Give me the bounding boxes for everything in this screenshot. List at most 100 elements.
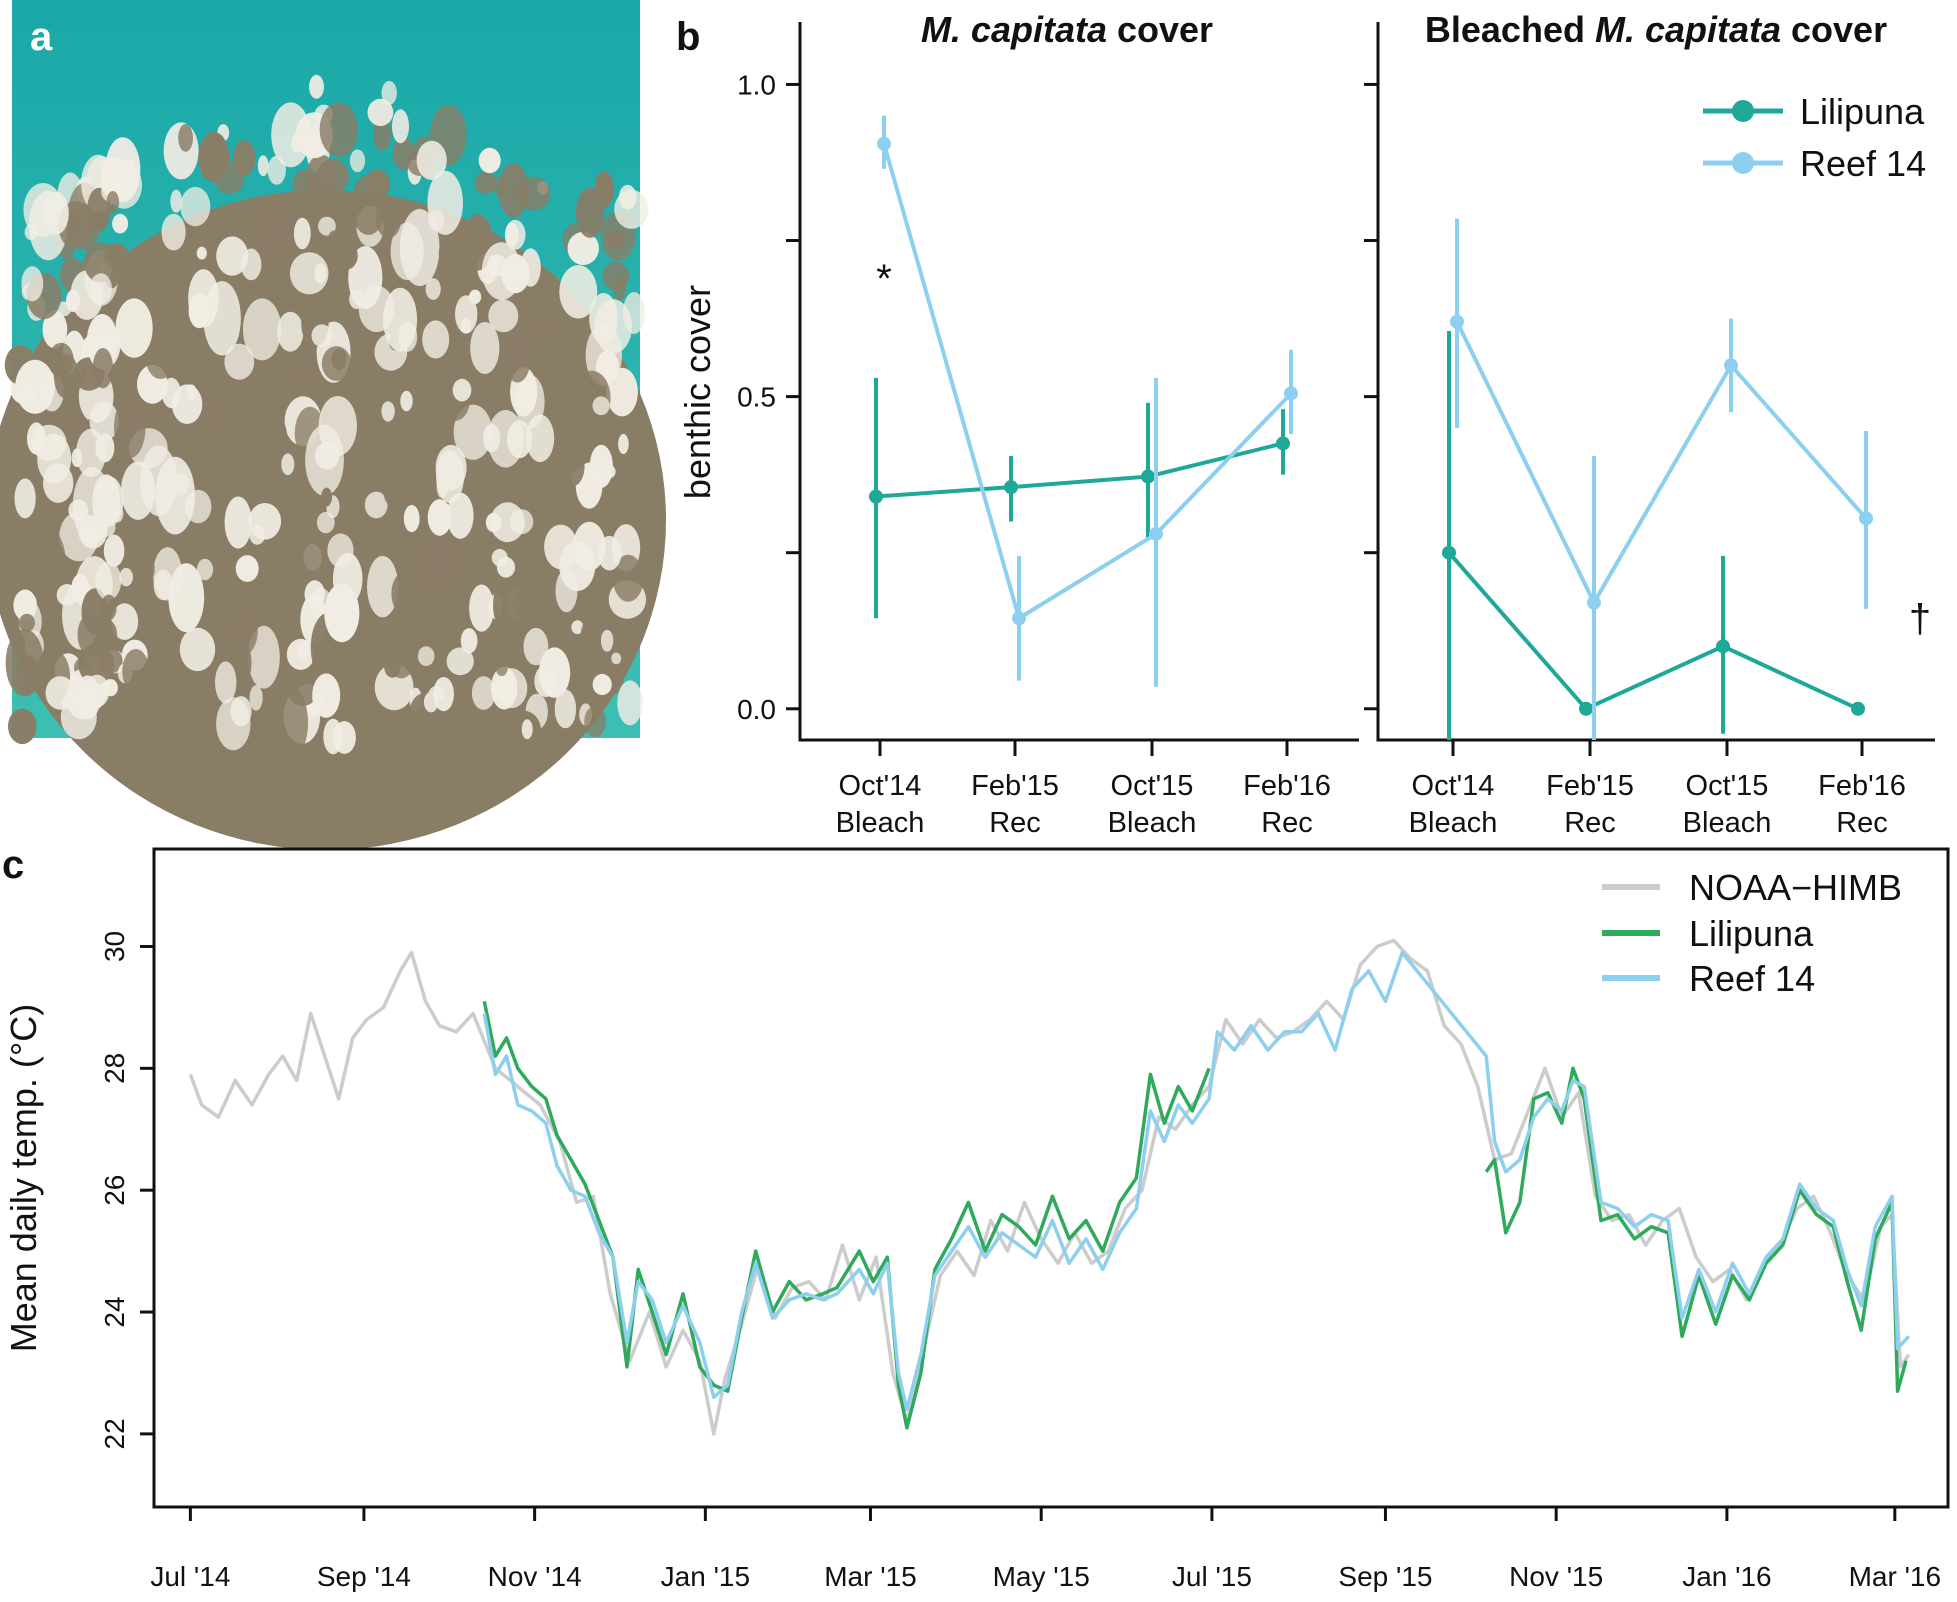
coral-branch xyxy=(119,567,133,587)
coral-branch xyxy=(161,213,186,251)
series-line-Lilipuna xyxy=(1484,1066,1908,1393)
series-line-Lilipuna xyxy=(875,441,1284,499)
coral-branch xyxy=(357,388,373,418)
coral-branch xyxy=(565,318,577,337)
coral-branch xyxy=(112,213,129,234)
coral-branch xyxy=(463,561,482,586)
b-right-axis-frame xyxy=(1376,22,1935,742)
coral-branch xyxy=(575,187,605,238)
c-xtick-label: Jul '15 xyxy=(1172,1561,1252,1592)
coral-branch xyxy=(471,676,496,710)
coral-branch xyxy=(312,673,341,718)
coral-branch xyxy=(470,322,500,374)
b-right-title-rest: cover xyxy=(1781,9,1887,50)
coral-branch xyxy=(501,254,530,294)
coral-branch xyxy=(365,673,376,691)
coral-branch xyxy=(592,673,612,696)
coral-branch xyxy=(289,252,329,295)
coral-branch xyxy=(605,228,626,251)
coral-branch xyxy=(249,685,263,711)
b-right-title: Bleached M. capitata cover xyxy=(1425,9,1887,50)
coral-branch xyxy=(293,217,311,250)
coral-branch xyxy=(405,408,442,448)
coral-branch xyxy=(242,298,282,361)
coral-branch xyxy=(314,263,327,284)
c-xtick-label: Nov '15 xyxy=(1509,1561,1603,1592)
coral-branch xyxy=(403,504,420,533)
coral-branch xyxy=(559,265,598,319)
coral-branch xyxy=(251,581,285,625)
c-lines xyxy=(188,938,1911,1436)
coral-branch xyxy=(316,159,349,194)
coral-branch xyxy=(198,131,230,182)
coral-branch xyxy=(304,580,325,608)
coral-branch xyxy=(100,594,117,621)
panel-label-a: a xyxy=(30,15,53,59)
coral-branch xyxy=(555,569,578,613)
coral-branch xyxy=(427,499,452,536)
coral-branch xyxy=(92,348,114,389)
coral-branch xyxy=(318,396,357,456)
coral-branch xyxy=(422,320,450,359)
coral-branch xyxy=(224,343,255,380)
coral-branch xyxy=(309,74,324,99)
coral-branch xyxy=(7,708,37,745)
c-xtick-label: Sep '14 xyxy=(317,1561,411,1592)
coral-branch xyxy=(506,420,533,459)
b-xtick-label: Bleach xyxy=(836,807,925,839)
coral-branch xyxy=(281,453,295,476)
c-ytick-label: 28 xyxy=(99,1053,130,1084)
data-point xyxy=(1284,386,1298,401)
b-xtick-label: Oct'14 xyxy=(1412,770,1495,802)
coral-branch xyxy=(399,209,440,286)
b-xtick-label: Rec xyxy=(1564,807,1616,839)
coral-branch xyxy=(567,231,599,265)
c-ytick-label: 26 xyxy=(99,1175,130,1206)
c-xtick-label: Mar '15 xyxy=(824,1561,917,1592)
b-xtick-label: Rec xyxy=(989,807,1041,839)
coral-branch xyxy=(523,627,549,666)
coral-branch xyxy=(100,157,124,194)
b-left-xticks: Oct'14 Bleach Feb'15 Rec Oct'15 Bleach Feb'16 R… xyxy=(836,740,1331,839)
b-right-xticks: Oct'14 Bleach Feb'15 Rec Oct'15 Bleach Feb'16 R… xyxy=(1409,740,1906,839)
coral-branch xyxy=(327,533,354,568)
coral-branch xyxy=(196,558,214,581)
coral-branch xyxy=(592,396,610,416)
data-point xyxy=(1587,595,1601,610)
b-ylabel: benthic cover xyxy=(677,285,718,499)
coral-branch xyxy=(488,299,519,333)
coral-branch xyxy=(121,461,156,520)
c-ytick-label: 22 xyxy=(99,1418,130,1449)
coral-branch xyxy=(277,311,304,352)
coral-branch xyxy=(56,584,78,606)
c-yticks: 22 24 26 28 30 xyxy=(99,931,154,1449)
coral-branch xyxy=(618,433,629,455)
coral-branch xyxy=(45,676,75,710)
coral-branch xyxy=(43,463,74,503)
coral-branch xyxy=(367,98,394,126)
coral-branch xyxy=(606,367,638,417)
b-left-title: M. capitata cover xyxy=(921,9,1213,50)
b-axes xyxy=(798,22,1935,742)
coral-branch xyxy=(383,610,420,679)
b-left-yticks: 0.0 0.5 1.0 xyxy=(737,69,800,725)
coral-branch xyxy=(417,646,435,666)
c-ytick-label: 24 xyxy=(99,1296,130,1327)
c-legend-label-noaa: NOAA−HIMB xyxy=(1689,867,1902,908)
coral-branch xyxy=(364,491,388,519)
c-xticks: Jul '14 Sep '14 Nov '14 Jan '15 Mar '15 May '… xyxy=(150,1507,1941,1592)
coral-branch xyxy=(248,503,282,540)
coral-branch xyxy=(319,102,358,157)
coral-branch xyxy=(241,248,262,281)
b-legend: Lilipuna Reef 14 xyxy=(1703,91,1926,184)
coral-branch xyxy=(26,526,67,604)
data-point xyxy=(1149,526,1163,541)
coral-branch xyxy=(42,310,68,349)
coral-branch xyxy=(611,652,622,665)
c-xtick-label: Jan '15 xyxy=(661,1561,750,1592)
data-point xyxy=(1012,611,1026,626)
coral-branch xyxy=(544,524,578,570)
c-plot-frame xyxy=(152,847,1950,1509)
coral-branch xyxy=(230,696,252,727)
